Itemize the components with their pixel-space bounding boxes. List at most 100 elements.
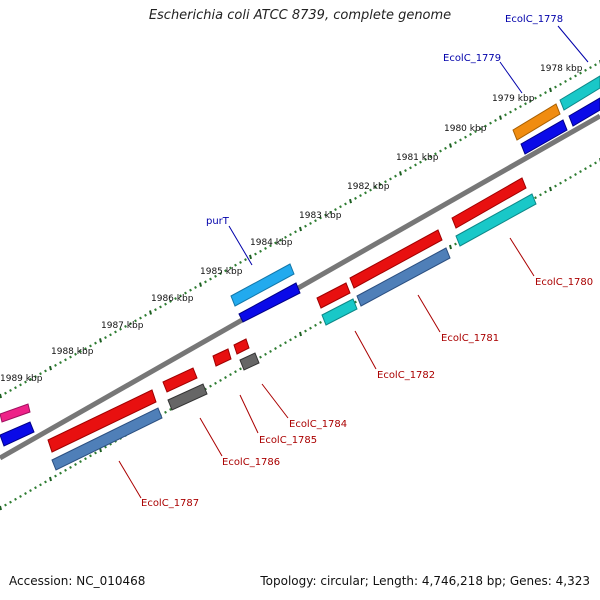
gene-arrow-red[interactable] xyxy=(212,348,232,367)
scale-tick xyxy=(54,474,57,478)
gene-label[interactable]: EcolC_1782 xyxy=(377,370,435,381)
gene-label[interactable]: EcolC_1779 xyxy=(443,53,501,64)
gene-label[interactable]: EcolC_1786 xyxy=(222,457,280,468)
scale-tick xyxy=(144,313,147,317)
gene-arrow-red[interactable] xyxy=(349,229,443,289)
gene-arrow-red[interactable] xyxy=(162,367,198,393)
scale-tick xyxy=(354,196,357,200)
scale-tick xyxy=(114,330,117,334)
scale-tick xyxy=(389,177,392,181)
kbp-label: 1978 kbp xyxy=(540,64,583,74)
scale-tick xyxy=(69,355,72,359)
gene-arrow-red[interactable] xyxy=(233,338,250,355)
gene-label[interactable]: EcolC_1784 xyxy=(289,419,347,430)
scale-tick xyxy=(449,143,452,148)
scale-tick xyxy=(329,210,332,214)
scale-tick xyxy=(54,363,57,367)
kbp-label: 1979 kbp xyxy=(492,94,535,104)
gene-arrow-cyan[interactable] xyxy=(455,193,537,247)
gene-label[interactable]: EcolC_1785 xyxy=(259,435,317,446)
scale-tick xyxy=(159,305,162,309)
scale-tick xyxy=(314,323,317,327)
scale-tick xyxy=(14,497,17,501)
scale-tick xyxy=(374,185,377,189)
scale-tick xyxy=(124,324,127,328)
scale-tick xyxy=(594,161,597,165)
gene-arrow-red[interactable] xyxy=(316,282,351,309)
scale-tick xyxy=(274,347,277,350)
gene-arrow-steel[interactable] xyxy=(356,247,451,307)
scale-tick xyxy=(269,349,272,353)
scale-tick xyxy=(479,127,482,131)
scale-tick xyxy=(239,260,242,264)
kbp-label: 1989 kbp xyxy=(0,374,43,384)
scale-tick xyxy=(34,486,37,490)
scale-tick xyxy=(339,205,342,209)
gene-label[interactable]: EcolC_1787 xyxy=(141,498,199,509)
scale-tick xyxy=(459,138,462,142)
scale-tick xyxy=(594,63,597,67)
scale-tick xyxy=(134,319,137,323)
gene-label[interactable]: EcolC_1780 xyxy=(535,277,593,288)
scale-tick xyxy=(304,329,307,333)
gene-arrow-blue[interactable] xyxy=(568,97,600,127)
scale-tick xyxy=(234,370,237,374)
gene-arrow-blue[interactable] xyxy=(0,421,35,447)
scale-tick xyxy=(559,181,562,185)
scale-tick xyxy=(544,190,547,194)
scale-tick xyxy=(19,494,22,498)
scale-tick xyxy=(59,471,62,475)
scale-tick xyxy=(359,194,362,198)
scale-tick xyxy=(149,310,152,315)
gene-label[interactable]: EcolC_1781 xyxy=(441,333,499,344)
gene-arrow-pink[interactable] xyxy=(0,403,31,423)
gene-arrow-gray[interactable] xyxy=(239,352,260,371)
gene-arrow-steel[interactable] xyxy=(51,407,163,471)
scale-tick xyxy=(589,66,592,70)
gene-arrow-gray[interactable] xyxy=(167,383,208,411)
gene-arrow-cyan[interactable] xyxy=(321,298,358,326)
scale-tick xyxy=(554,184,557,188)
scale-tick xyxy=(0,393,2,399)
scale-tick xyxy=(29,377,32,381)
scale-tick xyxy=(204,280,207,284)
scale-tick xyxy=(14,386,17,390)
scale-tick xyxy=(589,164,592,168)
scale-tick xyxy=(69,465,72,469)
scale-tick xyxy=(579,170,582,174)
genome-stats-text: Topology: circular; Length: 4,746,218 bp… xyxy=(260,574,590,588)
scale-tick xyxy=(219,272,222,275)
scale-tick xyxy=(584,167,587,171)
gene-arrow-blue[interactable] xyxy=(520,119,568,155)
scale-tick xyxy=(559,82,562,86)
gene-arrow-cyan[interactable] xyxy=(559,75,600,111)
gene-arrow-orange[interactable] xyxy=(512,103,561,141)
scale-tick xyxy=(504,113,507,117)
gene-label[interactable]: EcolC_1778 xyxy=(505,14,563,25)
gene-arrow-red[interactable] xyxy=(47,389,157,453)
scale-tick xyxy=(469,132,472,136)
scale-tick xyxy=(224,376,227,379)
scale-tick xyxy=(579,71,582,75)
scale-tick xyxy=(509,110,512,114)
scale-tick xyxy=(524,102,527,106)
scale-tick xyxy=(334,208,337,211)
gene-arrow-sky[interactable] xyxy=(230,263,295,307)
scale-tick xyxy=(164,410,167,414)
gene-arrow-blue[interactable] xyxy=(238,282,301,323)
scale-tick xyxy=(239,367,242,371)
scale-tick xyxy=(224,269,227,273)
kbp-label: 1983 kbp xyxy=(299,211,342,221)
scale-tick xyxy=(304,224,307,228)
scale-tick xyxy=(184,291,187,295)
scale-tick xyxy=(319,320,322,324)
kbp-label: 1982 kbp xyxy=(347,182,390,192)
genes-forward-inner xyxy=(0,97,600,447)
gene-label[interactable]: purT xyxy=(206,216,230,227)
scale-tick xyxy=(34,375,37,378)
scale-tick xyxy=(199,282,202,287)
scale-tick xyxy=(179,294,182,298)
kbp-label: 1981 kbp xyxy=(396,153,439,163)
gene-arrow-red[interactable] xyxy=(451,177,527,229)
